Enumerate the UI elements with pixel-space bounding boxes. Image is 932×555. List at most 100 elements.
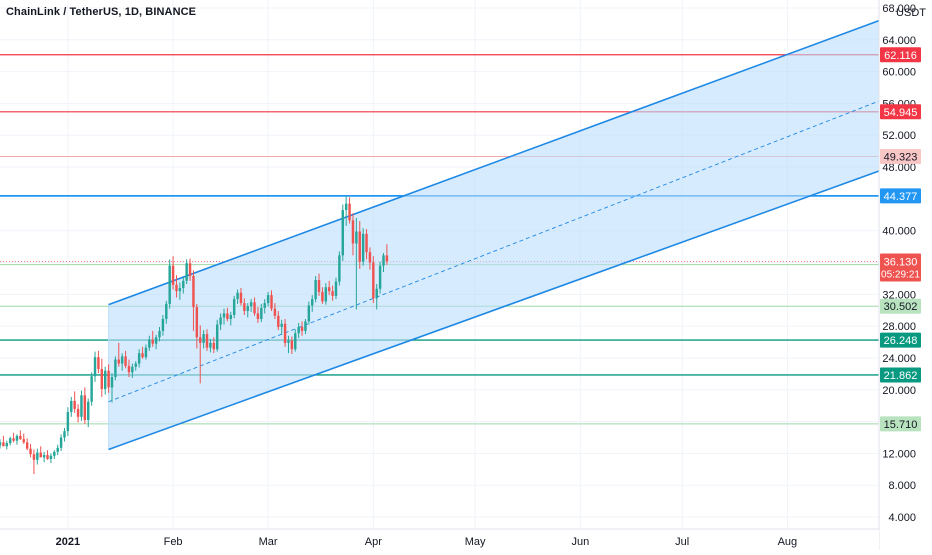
candle-body-83 (280, 323, 283, 327)
channel-lower-line (108, 170, 880, 451)
candle-6 (19, 430, 22, 440)
candle-38 (127, 359, 131, 378)
candle-body-41 (137, 353, 141, 364)
candle-81 (273, 303, 277, 319)
svg-text:15.710: 15.710 (884, 419, 918, 431)
candle-body-39 (131, 366, 134, 373)
y-tick-label-14: 60.000 (882, 67, 916, 79)
candle-110 (372, 256, 375, 304)
candle-body-23 (76, 408, 80, 417)
candle-52 (175, 275, 178, 298)
candle-body-107 (361, 233, 365, 262)
time-axis[interactable]: 2021 Feb Mar Apr May Jun Jul Aug (0, 530, 879, 550)
candle-20 (66, 407, 70, 436)
symbol-title: ChainLink / TetherUS, 1D, BINANCE (6, 6, 197, 18)
y-tick-label-11: 48.000 (882, 162, 916, 174)
candle-body-12 (39, 452, 42, 458)
candle-101 (341, 204, 344, 261)
candle-61 (205, 329, 209, 351)
candle-body-111 (375, 288, 378, 299)
candle-32 (107, 364, 110, 393)
candle-84 (283, 318, 287, 347)
candle-body-82 (277, 315, 280, 327)
candle-105 (355, 217, 358, 310)
y-tick-label-15: 64.000 (882, 35, 916, 47)
candle-body-42 (141, 353, 144, 358)
candle-body-21 (70, 400, 73, 413)
candle-76 (256, 307, 260, 323)
candle-17 (56, 444, 59, 456)
candle-body-8 (25, 442, 29, 449)
svg-text:49.323: 49.323 (884, 152, 918, 164)
candle-body-26 (87, 401, 90, 421)
candle-body-110 (372, 262, 375, 299)
candle-100 (338, 251, 341, 286)
candle-78 (263, 299, 266, 314)
candle-body-103 (348, 203, 351, 221)
candle-body-19 (63, 431, 66, 438)
candle-body-64 (215, 324, 219, 350)
x-tick-label-7: Aug (778, 536, 798, 548)
candle-22 (73, 391, 76, 413)
channel-upper-line (108, 19, 880, 306)
y-tick-label-4: 20.000 (882, 385, 916, 397)
candle-body-66 (222, 313, 226, 318)
candle-104 (351, 213, 355, 256)
candle-body-7 (22, 439, 25, 443)
candle-30 (100, 358, 104, 397)
level-label-3: 44.377 (880, 188, 921, 204)
candle-29 (97, 350, 100, 374)
candle-106 (358, 221, 361, 269)
candle-75 (253, 297, 256, 316)
candle-body-55 (185, 263, 188, 281)
candle-body-84 (283, 323, 287, 343)
candle-body-20 (66, 412, 70, 432)
candle-10 (32, 449, 36, 475)
candle-70 (236, 289, 239, 304)
candle-body-45 (151, 339, 154, 344)
candle-2 (5, 440, 9, 450)
candle-body-101 (341, 210, 344, 256)
candle-body-43 (144, 347, 148, 358)
candle-body-32 (107, 370, 110, 388)
svg-text:30.502: 30.502 (884, 301, 918, 313)
candle-body-36 (120, 356, 124, 364)
level-label-5: 30.502 (880, 298, 921, 314)
candle-53 (178, 282, 182, 300)
candle-108 (365, 229, 368, 260)
candle-body-15 (49, 455, 53, 459)
candle-96 (324, 283, 328, 305)
candle-69 (232, 295, 236, 319)
candle-body-54 (182, 280, 185, 288)
candle-body-60 (202, 334, 205, 343)
candle-47 (158, 326, 161, 342)
candle-body-10 (32, 454, 36, 460)
candle-18 (59, 434, 63, 452)
channel-fill (108, 20, 880, 450)
candle-60 (202, 330, 205, 349)
candle-body-4 (12, 438, 15, 441)
candle-63 (212, 337, 216, 354)
candle-95 (321, 287, 324, 304)
y-tick-label-7: 32.000 (882, 289, 916, 301)
candle-body-114 (385, 255, 389, 262)
candle-1 (2, 435, 5, 447)
candle-65 (219, 313, 222, 331)
candle-body-40 (134, 363, 137, 367)
candle-body-91 (307, 305, 311, 322)
candle-body-104 (351, 220, 355, 244)
svg-text:62.116: 62.116 (884, 50, 917, 62)
price-axis-labels: 62.11654.94549.32344.37735.73830.50226.2… (880, 47, 921, 432)
candle-8 (25, 438, 29, 451)
candle-112 (378, 261, 382, 294)
currency-label: USDT (896, 7, 926, 19)
candle-body-97 (327, 287, 331, 292)
candle-body-95 (321, 291, 324, 302)
candle-body-77 (260, 307, 263, 319)
candle-66 (222, 308, 226, 325)
candle-97 (327, 280, 331, 296)
candle-109 (368, 247, 372, 270)
x-tick-label-5: Jun (571, 536, 589, 548)
